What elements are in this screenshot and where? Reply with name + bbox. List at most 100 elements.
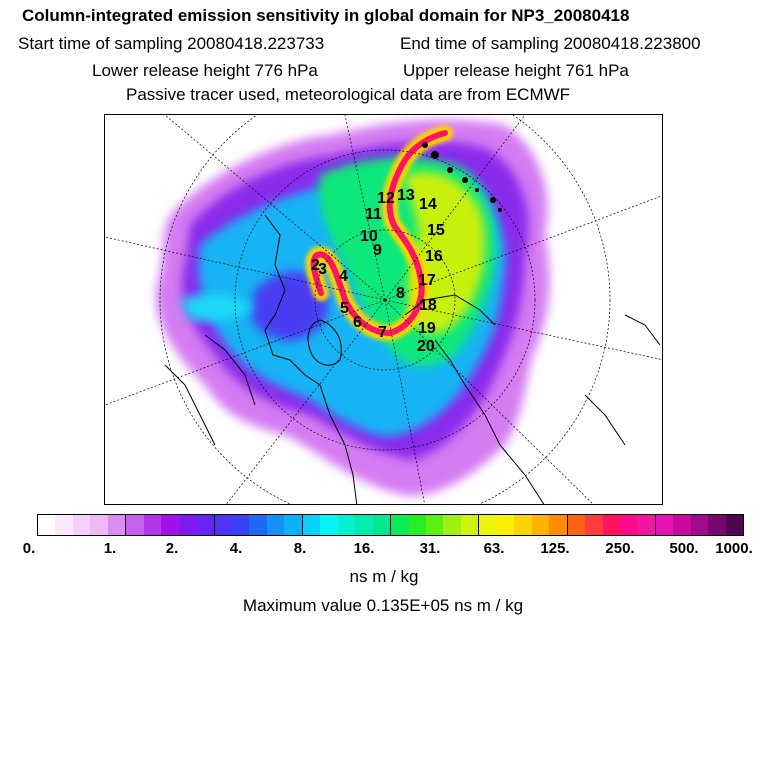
coastline-greenland bbox=[307, 319, 342, 366]
trajectory-label: 9 bbox=[373, 242, 382, 259]
meridian bbox=[226, 299, 386, 504]
sensitivity-spot bbox=[490, 197, 496, 203]
trajectory-label: 2 bbox=[311, 257, 320, 274]
trajectory-label: 6 bbox=[353, 314, 362, 331]
colorbar-swatch bbox=[619, 515, 638, 535]
colorbar-swatch bbox=[55, 515, 73, 535]
colorbar bbox=[37, 514, 744, 536]
trajectory-label: 20 bbox=[417, 338, 435, 355]
latitude-circle-mid bbox=[234, 149, 536, 451]
sensitivity-spot bbox=[498, 208, 502, 212]
trajectory-label: 4 bbox=[339, 268, 348, 285]
trajectory-label: 10 bbox=[360, 228, 378, 245]
sensitivity-spot bbox=[422, 142, 428, 148]
units-label: ns m / kg bbox=[349, 567, 419, 586]
trajectory-label: 11 bbox=[365, 206, 382, 223]
colorbar-tick-label: 4. bbox=[229, 540, 243, 557]
colorbar-swatch bbox=[708, 515, 726, 535]
colorbar-tick-label: 31. bbox=[419, 540, 441, 557]
polar-grid bbox=[105, 115, 662, 504]
colorbar-tick-label: 0. bbox=[22, 540, 36, 557]
meridian bbox=[384, 195, 662, 301]
meridian bbox=[384, 115, 526, 301]
colorbar-swatch bbox=[320, 515, 338, 535]
colorbar-tick-label: 16. bbox=[353, 540, 375, 557]
colorbar-swatch bbox=[585, 515, 603, 535]
colorbar-swatch bbox=[655, 515, 674, 535]
trajectory-label: 19 bbox=[418, 320, 436, 337]
trajectory-label: 12 bbox=[377, 190, 395, 207]
colorbar-swatch bbox=[337, 515, 356, 535]
trajectory-label: 14 bbox=[419, 196, 437, 213]
colorbar-swatch bbox=[355, 515, 373, 535]
colorbar-swatch bbox=[673, 515, 691, 535]
plume-core bbox=[310, 130, 448, 337]
map-panel[interactable]: 2 3 4 5 6 7 8 9 10 11 12 13 14 15 16 17 18 19 20 bbox=[104, 114, 663, 505]
colorbar-swatch bbox=[637, 515, 656, 535]
colorbar-tick-label: 1000. bbox=[715, 540, 753, 557]
colorbar-swatch bbox=[126, 515, 144, 535]
meridian bbox=[384, 299, 662, 360]
upper-release-height-label: Upper release height 761 hPa bbox=[403, 61, 629, 80]
colorbar-swatch bbox=[302, 515, 321, 535]
colorbar-swatch bbox=[531, 515, 550, 535]
tracer-info-label: Passive tracer used, meteorological data… bbox=[126, 85, 571, 104]
colorbar-swatch bbox=[425, 515, 444, 535]
trajectory-label: 18 bbox=[419, 297, 437, 314]
colorbar-swatch bbox=[602, 515, 620, 535]
trajectory-label: 5 bbox=[340, 300, 349, 317]
colorbar-swatch bbox=[408, 515, 426, 535]
field-west-cyan bbox=[180, 294, 255, 322]
colorbar-swatch bbox=[460, 515, 480, 535]
colorbar-swatch bbox=[38, 515, 56, 535]
meridian bbox=[344, 115, 386, 301]
trajectory-label: 16 bbox=[425, 248, 443, 265]
meridian bbox=[384, 299, 594, 504]
trajectory-label: 13 bbox=[397, 187, 415, 204]
trajectory-label: 7 bbox=[378, 324, 387, 341]
sensitivity-spot bbox=[447, 167, 453, 173]
trajectory-label: 17 bbox=[418, 272, 436, 289]
coastline-east-asia bbox=[584, 314, 661, 446]
colorbar-swatch bbox=[690, 515, 709, 535]
sensitivity-spot bbox=[462, 177, 468, 183]
colorbar-tick-label: 125. bbox=[540, 540, 570, 557]
colorbar-swatch bbox=[284, 515, 303, 535]
colorbar-swatch bbox=[266, 515, 285, 535]
start-time-label: Start time of sampling 20080418.223733 bbox=[18, 34, 325, 53]
colorbar-swatch bbox=[196, 515, 215, 535]
coastline-siberia bbox=[404, 294, 496, 326]
coastline-europe bbox=[434, 339, 545, 504]
trajectory-label: 8 bbox=[396, 285, 405, 302]
latitude-circle-outer bbox=[159, 115, 611, 504]
maximum-value-label: Maximum value 0.135E+05 ns m / kg bbox=[242, 596, 524, 615]
colorbar-swatch bbox=[372, 515, 392, 535]
colorbar-tick-label: 8. bbox=[293, 540, 307, 557]
colorbar-swatch bbox=[143, 515, 162, 535]
trajectory-label: 3 bbox=[318, 261, 327, 278]
trajectory-label: 15 bbox=[427, 222, 445, 239]
colorbar-swatch bbox=[391, 515, 409, 535]
latitude-circle-inner bbox=[314, 229, 456, 371]
colorbar-swatch bbox=[72, 515, 91, 535]
colorbar-tick-label: 1. bbox=[103, 540, 117, 557]
sensitivity-spot bbox=[431, 151, 439, 159]
coastline-north-america bbox=[264, 214, 358, 504]
colorbar-swatch bbox=[249, 515, 267, 535]
sensitivity-spot bbox=[475, 188, 479, 192]
meridian bbox=[384, 299, 425, 504]
colorbar-swatch bbox=[161, 515, 179, 535]
colorbar-swatch bbox=[496, 515, 515, 535]
colorbar-swatch bbox=[567, 515, 586, 535]
colorbar-swatch bbox=[514, 515, 532, 535]
colorbar-swatch bbox=[725, 515, 743, 535]
colorbar-tick-label: 250. bbox=[605, 540, 635, 557]
plume-trajectory bbox=[305, 125, 453, 342]
colorbar-swatch bbox=[479, 515, 497, 535]
colorbar-swatch bbox=[549, 515, 568, 535]
coastlines bbox=[164, 214, 661, 504]
plot-title: Column-integrated emission sensitivity i… bbox=[22, 6, 630, 25]
colorbar-swatch bbox=[443, 515, 461, 535]
colorbar-swatch bbox=[90, 515, 108, 535]
